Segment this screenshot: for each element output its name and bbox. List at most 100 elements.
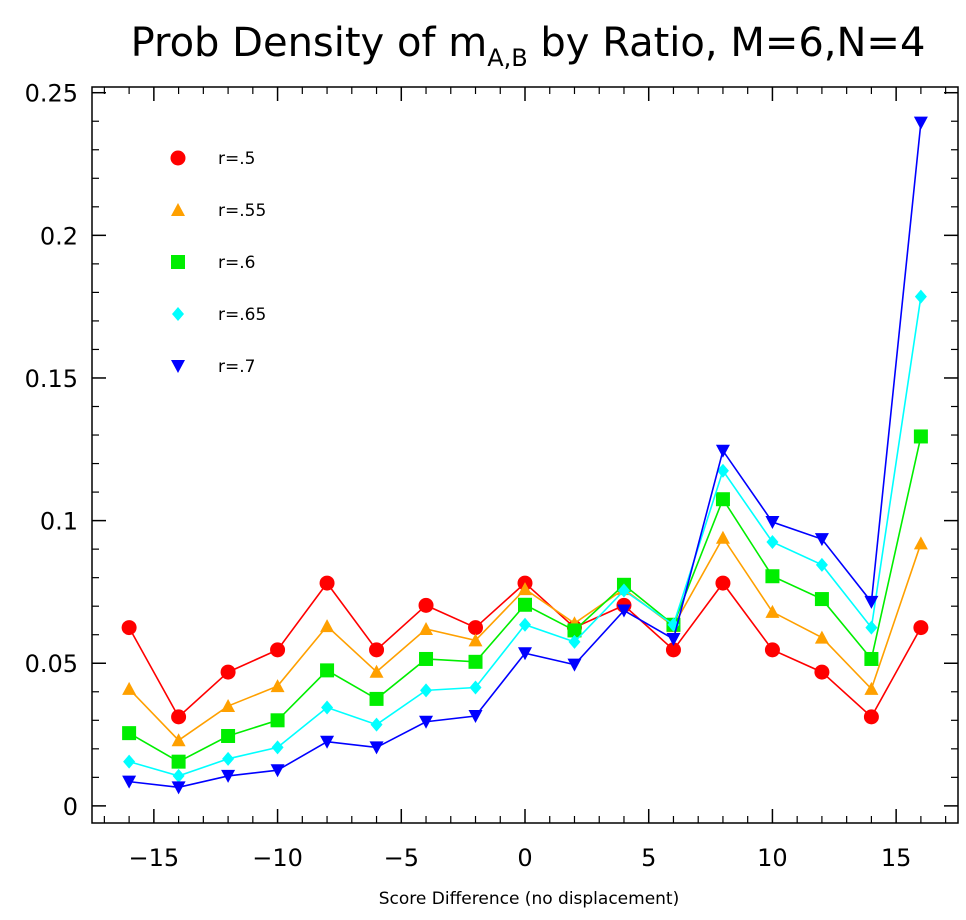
data-point	[171, 781, 186, 795]
data-point	[369, 642, 385, 658]
x-tick-label: −15	[129, 844, 180, 872]
series-r=.55	[122, 530, 928, 747]
data-point	[913, 620, 929, 636]
data-point	[122, 681, 137, 695]
data-point	[419, 651, 434, 666]
data-point	[270, 764, 285, 778]
data-point	[171, 709, 187, 725]
data-point	[420, 683, 433, 698]
plot-area-frame	[91, 86, 959, 824]
data-point	[715, 575, 731, 591]
x-tick-label: 10	[757, 844, 788, 872]
data-point	[617, 583, 630, 598]
legend-marker	[171, 203, 185, 216]
legend-marker	[172, 307, 184, 321]
data-point	[320, 735, 335, 749]
series-layer	[121, 116, 929, 795]
x-tick-label: 5	[641, 844, 656, 872]
legend-label: r=.6	[218, 253, 255, 273]
data-point	[171, 733, 186, 747]
data-point	[765, 516, 780, 530]
data-point	[122, 726, 137, 741]
data-point	[123, 754, 136, 769]
data-point	[220, 664, 236, 680]
y-axis-tick-labels: 0 0.05 0.1 0.15 0.2 0.25	[25, 80, 78, 821]
data-point	[568, 634, 581, 649]
y-tick-label: 0.05	[25, 650, 78, 678]
series-line	[129, 122, 922, 789]
data-point	[865, 620, 878, 635]
legend-label: r=.5	[218, 149, 255, 169]
data-point	[221, 699, 236, 713]
data-point	[518, 597, 532, 612]
axis-ticks	[92, 87, 958, 823]
data-point	[715, 444, 730, 458]
data-point	[863, 709, 879, 725]
chart-title: Prob Density of mA,B by Ratio, M=6,N=4	[131, 20, 926, 72]
y-tick-label: 0.1	[40, 508, 78, 536]
data-point	[616, 604, 631, 618]
data-point	[122, 775, 137, 789]
data-point	[221, 728, 236, 743]
series-line	[128, 536, 922, 742]
data-point	[319, 575, 335, 591]
data-point	[468, 633, 483, 647]
data-point	[270, 679, 285, 693]
y-tick-label: 0.15	[25, 365, 78, 393]
data-point	[270, 713, 285, 728]
legend-marker	[171, 360, 185, 373]
x-axis-tick-labels: −15 −10 −5 0 5 10 15	[129, 844, 912, 872]
data-point	[815, 557, 828, 572]
legend: r=.5 r=.55 r=.6 r=.65 r=.7	[170, 149, 266, 377]
data-point	[121, 620, 137, 636]
y-tick-label: 0	[63, 793, 78, 821]
data-point	[221, 769, 236, 783]
data-point	[567, 658, 582, 672]
data-point	[320, 663, 335, 678]
data-point	[418, 597, 434, 613]
legend-label: r=.7	[218, 357, 255, 377]
data-point	[814, 664, 830, 680]
data-point	[172, 768, 185, 783]
data-point	[913, 116, 928, 130]
data-point	[715, 530, 730, 544]
data-point	[469, 680, 482, 695]
data-point	[271, 740, 284, 755]
data-point	[419, 715, 434, 729]
data-point	[567, 623, 582, 638]
data-point	[270, 642, 286, 658]
data-point	[864, 595, 879, 609]
data-point	[369, 664, 384, 678]
data-point	[715, 492, 730, 507]
data-point	[468, 710, 483, 724]
data-point	[814, 630, 829, 644]
data-point	[864, 681, 879, 695]
data-point	[468, 620, 484, 636]
x-tick-label: 0	[517, 844, 532, 872]
y-tick-label: 0.2	[40, 222, 78, 250]
data-point	[171, 754, 186, 769]
data-point	[716, 463, 729, 478]
legend-label: r=.55	[218, 201, 266, 221]
data-point	[518, 582, 532, 596]
series-r=.65	[123, 289, 927, 783]
series-r=.6	[122, 429, 928, 769]
data-point	[320, 619, 335, 633]
series-r=.7	[122, 116, 928, 795]
data-point	[665, 642, 681, 658]
data-point	[519, 617, 531, 632]
x-axis-label: Score Difference (no displacement)	[379, 889, 679, 909]
data-point	[518, 647, 532, 661]
data-point	[666, 633, 681, 646]
data-point	[914, 289, 927, 304]
data-point	[814, 592, 829, 607]
x-tick-label: −5	[384, 844, 419, 872]
x-tick-label: 15	[881, 844, 912, 872]
x-tick-label: −10	[252, 844, 303, 872]
data-point	[321, 700, 334, 715]
legend-marker	[170, 150, 186, 166]
data-point	[468, 654, 483, 669]
data-point	[913, 429, 928, 444]
data-point	[764, 642, 780, 658]
